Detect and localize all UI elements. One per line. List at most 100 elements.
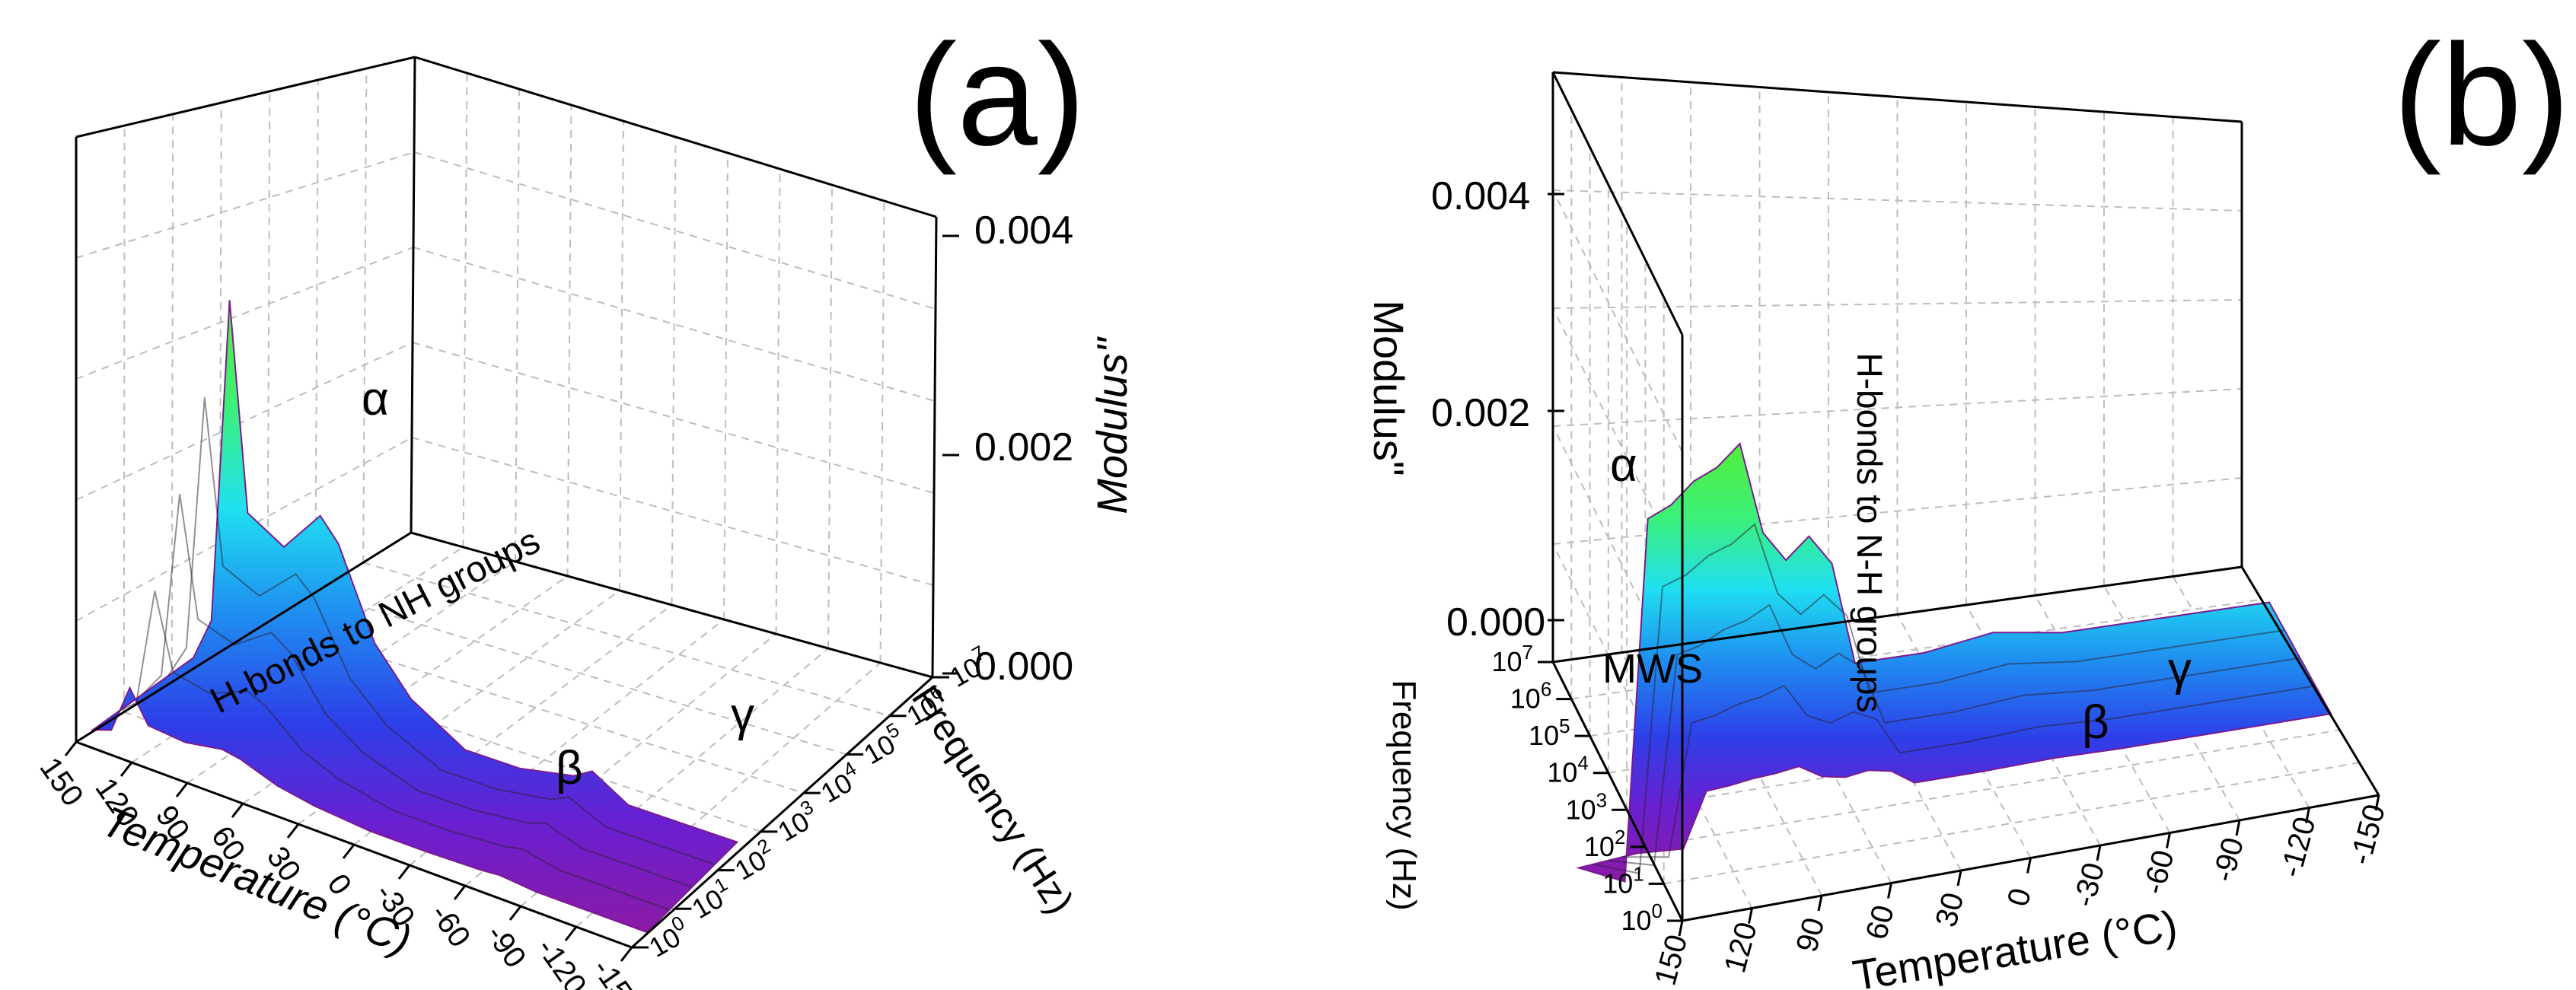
x-tick-mark [2374,794,2380,811]
x-tick-label: -120 [531,932,593,990]
x-tick-mark [1956,870,1962,887]
panel-b-annotation-hbonds: H-bonds to N-H groups [1850,353,1889,713]
x-tick-mark [2096,845,2102,861]
panel-a-label: (a) [909,14,1086,176]
wall-grid-line [1552,189,2243,212]
panel-a-surface [90,300,739,934]
panel-a-axes [75,56,959,949]
y-tick-label: 107 [1491,641,1533,677]
panel-b-z-tick: 0.004 [1431,174,1530,218]
panel-b-z-tick: 0.002 [1431,391,1530,435]
surface-contour-line [1622,684,2316,858]
wall-grid-line [75,437,413,622]
x-tick-label: -60 [2137,847,2180,898]
wall-grid-line [123,125,126,712]
wall-grid-line [171,113,174,683]
wall-grid-line [75,247,414,380]
x-tick-mark [1817,895,1823,912]
y-tick-label: 103 [1566,788,1608,825]
floor-grid-line [1663,762,2360,885]
axis-edge [630,676,934,949]
axis-edge [1551,661,1684,922]
x-tick-label: 90 [1790,914,1831,955]
panel-a-z-tick: 0.000 [974,645,1073,689]
x-tick-label: -150 [586,953,649,990]
x-tick-mark [2235,820,2241,836]
wall-grid-line [671,136,677,606]
y-tick-label: 105 [856,718,910,771]
wall-grid-line [723,152,728,620]
panel-b: (b) 0.004 0.002 0.000 Modulus" 150 120 90 6… [1365,14,2570,990]
x-tick-label: -120 [2274,813,2322,881]
x-tick-mark [231,803,244,818]
wall-grid-line [827,184,833,649]
surface-contour-line [167,396,715,866]
x-tick-label: 150 [33,752,89,813]
panel-b-label: (b) [2393,14,2570,176]
panel-b-annotation-alpha: α [1610,439,1637,492]
floor-grid-line [520,648,829,907]
axis-edge [1551,72,1684,336]
panel-a-z-axis-label: Modulus" [1088,336,1136,514]
x-tick-label: -90 [2207,834,2250,885]
floor-grid-line [1626,696,2321,811]
x-tick-label: -90 [480,918,532,974]
panel-a-y-axis-label: Frequency (Hz) [904,678,1082,921]
x-tick-mark [64,741,78,756]
panel-a-annotation-beta: β [556,742,583,794]
y-tick-label: 104 [1547,752,1589,788]
x-tick-mark [509,906,522,921]
floor-grid-line [314,591,847,756]
x-tick-mark [620,947,633,962]
y-tick-label: 102 [1584,826,1626,862]
axis-edge [410,56,416,533]
x-tick-label: -30 [2067,859,2111,910]
wall-grid-line [362,68,368,563]
x-tick-mark [342,844,355,859]
x-tick-mark [453,885,467,900]
wall-grid-line [462,72,468,548]
x-tick-mark [397,864,411,880]
axis-edge [75,531,412,743]
floor-grid-line [2034,595,2171,833]
panel-b-annotation-gamma: γ [2168,643,2192,696]
wall-grid-line [879,200,885,664]
panel-b-y-axis-label: Frequency (Hz) [1385,680,1423,910]
x-tick-label: 30 [1929,889,1970,930]
x-tick-mark [2305,807,2310,823]
panel-a-annotation-alpha: α [362,373,389,425]
floor-grid-line [298,590,620,825]
surface-contour-line [117,590,670,911]
x-tick-mark [2026,858,2032,874]
panel-a-z-tick: 0.002 [974,425,1073,470]
y-tick-label: 106 [1510,678,1552,715]
x-tick-label: 120 [1718,918,1764,976]
axis-edge [1552,71,2243,123]
surface-contour-line [142,493,693,888]
wall-grid-line [413,151,936,310]
panel-b-z-tick: 0.000 [1446,600,1545,645]
y-tick-label: 103 [770,795,824,848]
axis-edge [2240,566,2380,796]
floor-grid-line [409,619,725,866]
axis-edge [75,56,416,138]
wall-grid-line [515,88,520,562]
wall-grid-line [619,120,624,591]
wall-grid-line [1552,189,1683,453]
x-tick-mark [1748,908,1753,924]
y-tick-label: 101 [1602,862,1644,899]
panel-b-annotation-beta: β [2082,696,2109,749]
x-tick-mark [564,926,578,941]
axis-edge [1552,565,2243,664]
y-tick-label: 100 [1621,899,1663,936]
y-tick-label: 104 [813,756,867,809]
x-tick-mark [120,762,133,777]
x-tick-label: 60 [1860,902,1901,943]
panel-a-z-tick: 0.004 [974,209,1073,253]
x-tick-label: 0 [2001,885,2038,910]
axis-edge [931,216,938,678]
panel-a-annotation-gamma: γ [731,689,754,741]
wall-grid-line [775,168,781,635]
